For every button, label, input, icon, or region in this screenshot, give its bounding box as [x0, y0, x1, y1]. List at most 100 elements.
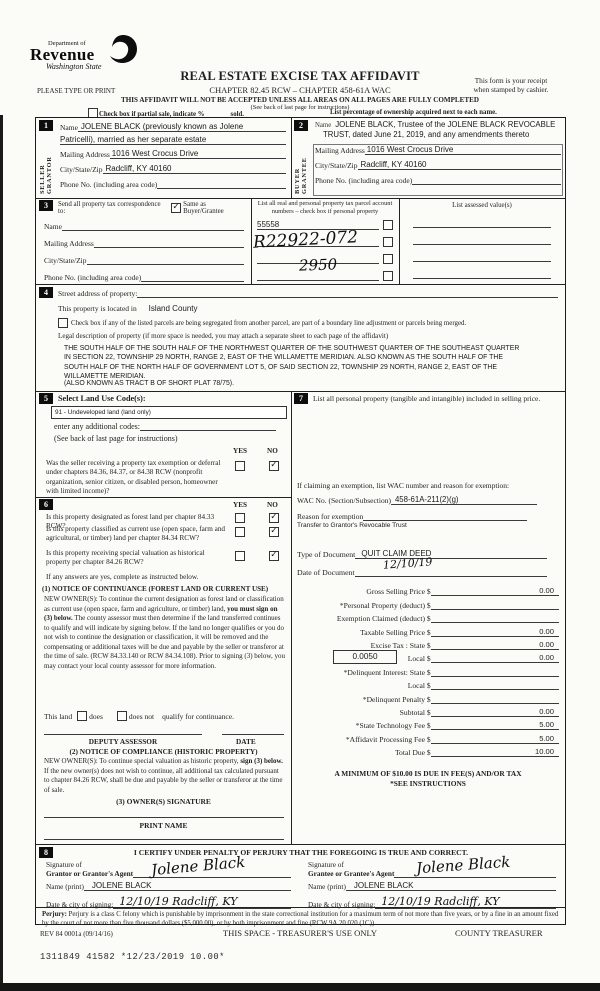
- delinquent-interest-state-row[interactable]: *Delinquent Interest: State $: [297, 663, 559, 677]
- does-checkbox[interactable]: [77, 711, 88, 721]
- corr-phone-field[interactable]: Phone No. (including area code): [44, 272, 244, 282]
- does-not-checkbox[interactable]: [116, 711, 127, 721]
- historic-question: Is this property receiving special valua…: [46, 549, 205, 567]
- owner-signature-line[interactable]: [44, 817, 284, 818]
- subtotal-row[interactable]: Subtotal $0.00: [297, 704, 559, 717]
- section-8: 8 I CERTIFY UNDER PENALTY OF PERJURY THA…: [36, 844, 565, 910]
- doc-date-line: 12/10/19: [354, 555, 547, 577]
- exemption-claimed-value: [430, 622, 559, 624]
- corr-mailing-field[interactable]: Mailing Address: [44, 238, 244, 248]
- buyer-mailing-field[interactable]: Mailing Address 1016 West Crocus Drive: [315, 145, 561, 155]
- excise-tax-state-value: 0.00: [430, 640, 559, 650]
- parcel-personal-checkbox-2[interactable]: [383, 237, 393, 247]
- segregated-checkbox[interactable]: [58, 318, 68, 328]
- doc-date-handwritten: 12/10/19: [382, 555, 433, 572]
- doc-type-field[interactable]: Type of Document QUIT CLAIM DEED: [297, 549, 547, 559]
- grantee-date-city-field[interactable]: Date & city of signing: 12/10/19 Radclif…: [308, 895, 556, 910]
- assessed-field-4[interactable]: [413, 278, 551, 279]
- section5-yes-checkbox[interactable]: [235, 461, 245, 471]
- total-due-row[interactable]: Total Due $10.00: [297, 744, 559, 758]
- deputy-assessor-label: DEPUTY ASSESSOR: [88, 737, 158, 746]
- gross-selling-price-row[interactable]: Gross Selling Price $0.00: [297, 583, 559, 597]
- parcel-row-3[interactable]: [257, 254, 393, 264]
- form-rev-number: REV 84 0001a (09/14/16): [40, 930, 113, 938]
- section5-no-checkbox[interactable]: ✓: [269, 460, 279, 471]
- parcel-personal-checkbox-3[interactable]: [383, 254, 393, 264]
- seller-phone-field[interactable]: Phone No. (including area code): [60, 179, 286, 189]
- reason-field[interactable]: Reason for exemption: [297, 511, 527, 521]
- section5-see-back: (See back of last page for instructions): [54, 434, 178, 443]
- owner-signature-heading: (3) OWNER(S) SIGNATURE: [116, 797, 211, 806]
- corr-csz-field[interactable]: City/State/Zip: [44, 255, 244, 265]
- deputy-assessor-signature-line[interactable]: [44, 734, 202, 735]
- delinquent-interest-local-row[interactable]: Local $: [297, 677, 559, 691]
- doc-date-label: Date of Document: [297, 568, 355, 577]
- parcel-row-4[interactable]: [257, 271, 393, 281]
- send-correspondence-label: Send all property tax correspondence to:: [58, 201, 161, 215]
- buyer-csz-field[interactable]: City/State/Zip Radcliff, KY 40160: [315, 160, 561, 170]
- land-use-code-box[interactable]: 91 - Undeveloped land (land only): [51, 406, 287, 419]
- grantee-sig-label2: Grantee or Grantee's Agent: [308, 869, 395, 879]
- additional-codes-field[interactable]: enter any additional codes:: [54, 421, 276, 431]
- seller-name-field-line2[interactable]: Patricelli), married as her separate est…: [60, 135, 286, 145]
- buyer-name-value-line2: TRUST, dated June 21, 2019, and any amen…: [323, 130, 530, 139]
- grantee-name-print-field[interactable]: Name (print) JOLENE BLACK: [308, 881, 556, 892]
- seller-phone-label: Phone No. (including area code): [60, 180, 158, 189]
- located-in-value[interactable]: Island County: [148, 304, 198, 313]
- corr-name-field[interactable]: Name: [44, 221, 244, 231]
- parcel-row-1[interactable]: 55558: [257, 220, 393, 230]
- grantor-name-print-field[interactable]: Name (print) JOLENE BLACK: [46, 881, 291, 892]
- local-tax-row[interactable]: 0.0050 Local $0.00: [297, 649, 559, 664]
- parcel-personal-checkbox-1[interactable]: [383, 220, 393, 230]
- assessed-field-3[interactable]: [413, 261, 551, 262]
- grantor-signature-field[interactable]: Signature of Grantor or Grantor's Agent …: [46, 853, 291, 879]
- street-address-label: Street address of property:: [58, 289, 138, 298]
- assessed-field-2[interactable]: [413, 244, 551, 245]
- grantee-signature-field[interactable]: Signature of Grantee or Grantee's Agent …: [308, 853, 556, 879]
- parcel-personal-checkbox-4[interactable]: [383, 271, 393, 281]
- wac-field[interactable]: WAC No. (Section/Subsection) 458-61A-211…: [297, 495, 537, 505]
- forest-no-checkbox[interactable]: ✓: [269, 512, 279, 523]
- delinquent-penalty-row[interactable]: *Delinquent Penalty $: [297, 690, 559, 704]
- excise-tax-state-row[interactable]: Excise Tax : State $0.00: [297, 637, 559, 650]
- grantor-sig-label1: Signature of: [46, 860, 82, 869]
- historic-no-checkbox[interactable]: ✓: [269, 550, 279, 561]
- personal-property-deduct-row[interactable]: *Personal Property (deduct) $: [297, 596, 559, 610]
- exemption-claimed-row[interactable]: Exemption Claimed (deduct) $: [297, 610, 559, 624]
- form-chapter: CHAPTER 82.45 RCW – CHAPTER 458-61A WAC: [209, 85, 391, 95]
- grantor-name-print-value: JOLENE BLACK: [83, 881, 291, 892]
- wac-value: 458-61A-211(2)(g): [390, 495, 537, 505]
- historic-yes-checkbox[interactable]: [235, 551, 245, 561]
- state-technology-fee-row[interactable]: *State Technology Fee $5.00: [297, 717, 559, 731]
- continuance-text-bold: you must sign on (3) below.: [44, 604, 278, 623]
- parcel-value-2: [257, 237, 379, 247]
- buyer-phone-field[interactable]: Phone No. (including area code): [315, 175, 561, 185]
- scan-edge-left: [0, 115, 3, 983]
- land-use-code-value: 91 - Undeveloped land (land only): [55, 409, 151, 416]
- current-use-yes-checkbox[interactable]: [235, 527, 245, 537]
- buyer-mailing-label: Mailing Address: [315, 146, 365, 155]
- print-name-line[interactable]: [44, 839, 284, 840]
- current-use-no-checkbox[interactable]: ✓: [269, 526, 279, 537]
- treasurer-receipt-stamp: 1311849 41582 *12/23/2019 10.00*: [40, 952, 225, 962]
- parcel-row-2[interactable]: [257, 237, 393, 247]
- street-address-field[interactable]: Street address of property:: [58, 288, 558, 298]
- doc-date-field[interactable]: Date of Document 12/10/19: [297, 555, 547, 577]
- seller-csz-field[interactable]: City/State/Zip Radcliff, KY 40160: [60, 164, 286, 174]
- deputy-date-line[interactable]: [222, 734, 284, 735]
- grantee-sig-label1: Signature of: [308, 860, 344, 869]
- state-technology-fee-value: 5.00: [430, 720, 559, 731]
- forest-yes-checkbox[interactable]: [235, 513, 245, 523]
- taxable-selling-price-row[interactable]: Taxable Selling Price $0.00: [297, 623, 559, 637]
- seller-name-field[interactable]: Name JOLENE BLACK (previously known as J…: [60, 122, 286, 132]
- section-4-number: 4: [39, 287, 53, 298]
- affidavit-processing-fee-row[interactable]: *Affidavit Processing Fee $5.00: [297, 730, 559, 744]
- buyer-name-field[interactable]: Name JOLENE BLACK, Trustee of the JOLENE…: [315, 120, 561, 129]
- grantor-date-city-field[interactable]: Date & city of signing: 12/10/19 Radclif…: [46, 895, 291, 910]
- buyer-csz-label: City/State/Zip: [315, 161, 358, 170]
- receipt-note: This form is your receipt when stamped b…: [452, 76, 570, 95]
- seller-mailing-field[interactable]: Mailing Address 1016 West Crocus Drive: [60, 149, 286, 159]
- assessed-field-1[interactable]: [413, 227, 551, 228]
- form-title: REAL ESTATE EXCISE TAX AFFIDAVIT: [180, 69, 420, 83]
- same-as-buyer-checkbox[interactable]: ✓: [171, 202, 182, 213]
